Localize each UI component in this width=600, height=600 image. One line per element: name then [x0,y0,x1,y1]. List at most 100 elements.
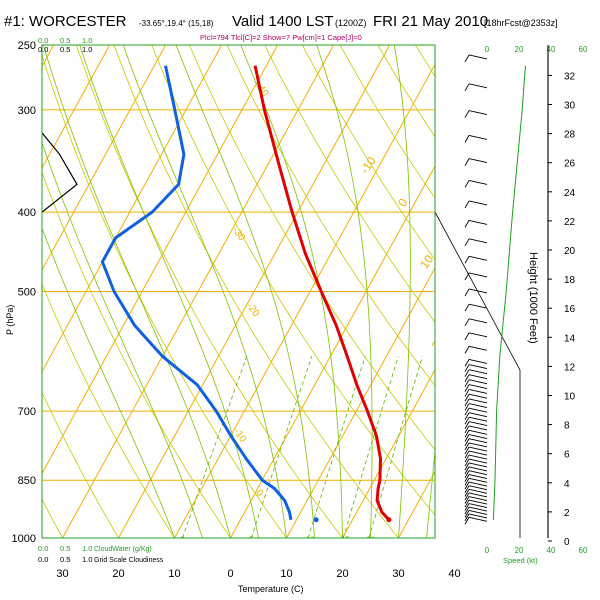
isotherm-label: 0 [395,196,410,210]
wind-barb [468,438,488,444]
moist-adiabat [175,45,315,538]
wind-barb [468,503,488,509]
wind-barb-flag [464,272,470,281]
wind-barb [468,200,488,206]
wind-barb-flag [464,54,470,63]
moist-adiabat [393,45,411,538]
mixing-ratio-label: 10 [306,536,315,545]
wind-barb [468,466,488,472]
wind-barb-flag [464,256,470,264]
stability-subtitle: Plcl=794 Tlcl[C]=2 Show=7 Pw[cm]=1 Cape[… [200,33,362,42]
cloudiness-tick-top: 1.0 [82,36,92,45]
moist-adiabat [79,45,259,538]
height-tick-label: 2 [564,508,570,519]
wind-barb-flag [464,416,470,425]
moist-adiabat [316,45,373,538]
height-tick-label: 32 [564,71,576,82]
pressure-tick-label: 1000 [12,533,36,545]
wind-barb [468,398,488,404]
wind-barb [468,318,488,324]
dry-adiabat [339,45,435,199]
dry-adiabat [264,45,435,323]
wind-barb-flag [464,110,470,118]
wind-barb-flag [464,421,470,429]
mixing-ratio-line [250,356,313,538]
station-title: #1: WORCESTER [4,13,127,30]
isotherm [42,45,279,475]
wind-barb [468,403,488,409]
wind-barb [468,485,488,491]
height-tick-label: 6 [564,450,570,461]
wind-barb-flag [464,442,470,451]
wind-barb [468,429,488,435]
isotherm [174,63,435,538]
isotherm [118,45,391,538]
temperature-tick-label: 40 [448,568,460,580]
wind-barb-flag [464,303,470,312]
wind-barb [468,412,488,418]
isotherm [62,45,335,538]
speed-tick-top: 20 [515,45,524,54]
moist-adiabat [42,227,175,538]
wind-barb-flag [464,510,470,518]
height-tick-label: 18 [564,275,576,286]
wind-barb [468,158,488,164]
cloudiness-tick-top-black: 0.0 [38,45,48,54]
wind-barb-flag [464,158,470,166]
wind-barb [468,488,488,494]
wind-barb-flag [464,485,470,493]
dry-adiabat [188,45,435,451]
wind-barb [468,506,488,512]
height-tick-label: 26 [564,159,576,170]
dry-adiabat [151,45,435,516]
wind-barb [468,481,488,487]
wind-barb-flag [464,180,470,188]
valid-time: Valid 1400 LST [232,13,333,30]
dry-adiabat [0,45,7,538]
wind-barb-flag [464,438,470,446]
cloudiness-tick-bottom: 0.0 [38,544,48,553]
wind-barb [468,416,488,422]
wind-barb-flag [464,454,470,463]
wind-barb-flag [464,220,470,228]
wind-barb-flag [464,489,470,497]
isotherm-label: 30 [446,404,465,423]
wind-barb [468,442,488,448]
cloudiness-tick-bottom: 1.0 [82,544,92,553]
wind-barb-flag [464,474,470,482]
temperature-tick-label: 10 [168,568,180,580]
dry-adiabat [566,45,600,538]
wind-barb-flag [464,462,470,471]
temperature-tick-label: 10 [280,568,292,580]
wind-barb [468,374,488,380]
wind-barb-flag [464,332,470,341]
wind-barb [468,454,488,460]
wind-barb [468,462,488,468]
isotherm-label: 10 [417,252,436,271]
moist-adiabat [42,45,231,538]
pressure-tick-label: 400 [18,207,36,219]
wind-barb-flag [464,369,470,377]
speed-tick-top: 0 [485,45,490,54]
station-coords: -33.65°,19.4° (15,18) [139,19,214,28]
wind-barb [468,255,488,261]
speed-tick-top: 40 [547,45,556,54]
wind-barb-flag [464,496,470,504]
pressure-tick-label: 850 [18,475,36,487]
isotherm-label-left: -20 [244,301,262,320]
dry-adiabat [42,283,175,538]
wind-barb [468,516,488,522]
speed-tick-top: 60 [579,45,588,54]
wind-barb-flag [464,506,470,515]
cloudiness-tick-bottom-black: 1.0 [82,555,92,564]
cloudiness-tick-top: 0.5 [60,36,70,45]
wind-barb-flag [464,238,470,247]
wind-barb [468,384,488,390]
gridscale-label: Grid Scale Cloudiness [94,557,164,564]
surface-dewpoint-point [313,517,319,523]
wind-barb-flag [464,200,470,209]
wind-barb-flag [464,135,470,143]
wind-barb-flag [464,389,470,397]
